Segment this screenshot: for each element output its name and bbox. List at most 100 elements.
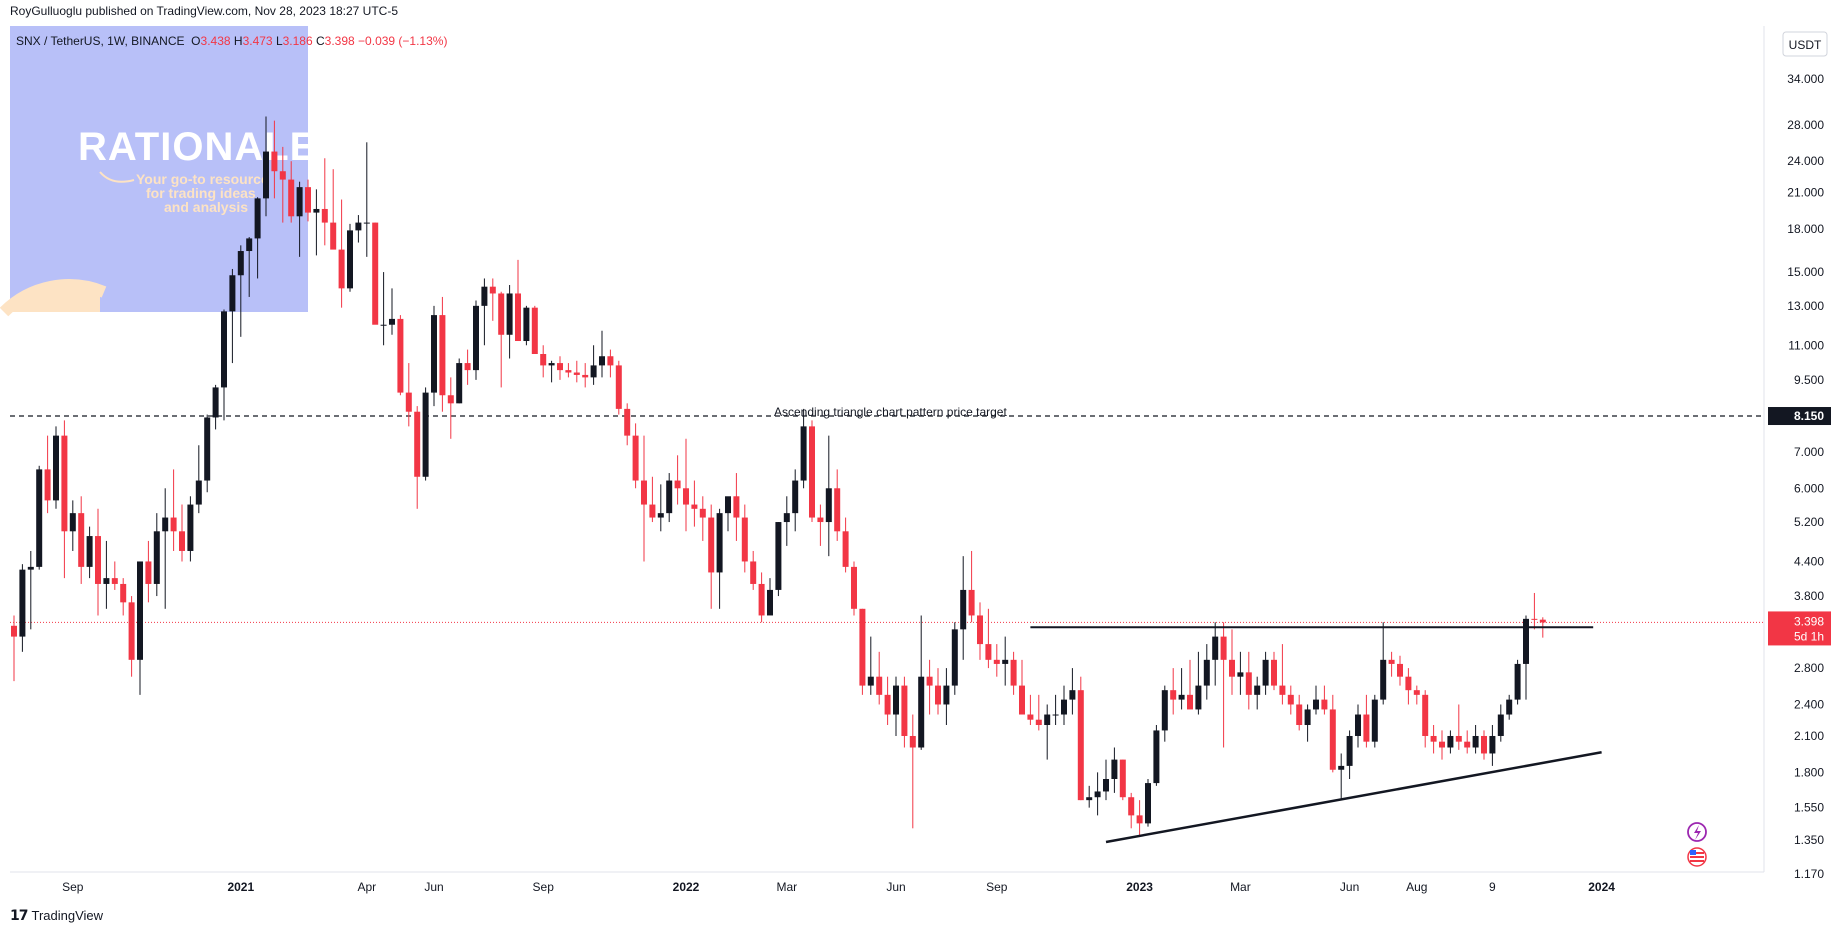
candle (380, 272, 387, 346)
candle-body (271, 151, 278, 172)
candle (909, 714, 916, 829)
candle (1355, 704, 1361, 748)
drawings[interactable] (1030, 626, 1602, 844)
candle (851, 561, 857, 616)
lightning-icon[interactable] (1687, 822, 1707, 842)
candle (44, 435, 51, 514)
candle (1296, 694, 1303, 731)
candle (414, 406, 421, 509)
candle (943, 668, 950, 726)
footer-brand[interactable]: 𝟭𝟳 TradingView (10, 907, 103, 924)
candle-body (918, 676, 925, 748)
candle-body (1103, 779, 1109, 792)
candle-body (1111, 759, 1118, 780)
candle (1069, 668, 1076, 715)
candle (1380, 622, 1387, 705)
candle (1027, 694, 1034, 726)
candle (1388, 651, 1395, 677)
symbol-name[interactable]: SNX / TetherUS, 1W, BINANCE (16, 34, 185, 48)
candle-body (1061, 699, 1067, 715)
candle-body (1019, 685, 1025, 715)
currency-button[interactable]: USDT (1782, 31, 1828, 57)
candle-body (36, 469, 43, 567)
candle-body (1254, 685, 1261, 695)
candle (330, 169, 337, 250)
pattern-annotation[interactable]: Ascending triangle chart pattern price t… (774, 405, 1007, 419)
candle-body (1413, 690, 1420, 695)
candle-body (1506, 699, 1513, 715)
candle-body (632, 435, 639, 481)
candle-body (1010, 659, 1017, 686)
candle (405, 363, 412, 427)
support-trendline (1105, 751, 1602, 844)
us-flag-icon[interactable] (1687, 847, 1707, 867)
candle-body (237, 251, 244, 276)
candle (481, 278, 488, 346)
candle-body (1077, 690, 1084, 801)
candle (1128, 792, 1135, 829)
candle-body (1245, 672, 1252, 695)
candle (355, 215, 362, 243)
candle-body (1279, 685, 1286, 695)
candle-body (901, 685, 908, 736)
candle-body (817, 517, 824, 523)
candle (565, 363, 572, 378)
candle (1044, 704, 1051, 760)
watermark-arrow-icon (99, 171, 135, 183)
tradingview-logo-icon: 𝟭𝟳 (10, 907, 29, 923)
candle-body (876, 676, 883, 695)
symbol-legend[interactable]: SNX / TetherUS, 1W, BINANCE O3.438 H3.47… (16, 34, 447, 48)
candle-body (1237, 672, 1244, 677)
watermark-sun-ring (0, 279, 107, 317)
candle (750, 550, 757, 590)
candle (1405, 668, 1412, 705)
candle (1220, 622, 1227, 748)
candle-body (1338, 765, 1345, 770)
price-axis[interactable]: 34.000 28.000 24.000 21.000 18.000 15.000 13.0… (1768, 72, 1831, 881)
candle (817, 504, 824, 546)
candle-body (1052, 714, 1059, 716)
candle-body (153, 531, 160, 584)
candle (1397, 655, 1403, 686)
candle-body (405, 392, 412, 412)
candle (1229, 629, 1235, 695)
candle-body (347, 230, 353, 289)
candle (212, 384, 219, 430)
candle-body (582, 374, 589, 378)
candle (893, 676, 899, 736)
candle (842, 517, 849, 573)
candle-body (800, 426, 807, 481)
candle-body (296, 187, 303, 217)
candle-body (212, 387, 219, 418)
candle-body (414, 411, 421, 477)
candle (557, 356, 563, 380)
target-price-label: 8.150 (1794, 409, 1824, 423)
candle-body (1229, 659, 1235, 677)
candle (515, 259, 521, 342)
candle-body (439, 315, 446, 396)
candle (725, 496, 731, 532)
candle-body (1497, 714, 1504, 736)
candle (859, 608, 866, 695)
candle (792, 469, 799, 532)
candle-body (590, 365, 597, 378)
candle-body (1195, 685, 1202, 710)
target-price-badge: 8.150 (1768, 407, 1831, 426)
candles (11, 116, 1546, 836)
candle-body (1481, 735, 1487, 754)
candle-body (179, 531, 185, 551)
time-axis[interactable]: Sep 2021 Apr Jun Sep 2022 Mar Jun Sep 2023 Mar Jun A… (62, 880, 1615, 894)
candle (834, 469, 841, 541)
candle-body (775, 522, 782, 590)
candle (1061, 685, 1067, 726)
candle-body (683, 488, 689, 505)
candle (674, 455, 681, 505)
candle (263, 116, 269, 217)
candle-body (69, 513, 76, 532)
watermark: RATIONALE Your go-to resource for tradin… (0, 26, 316, 317)
candle (1145, 779, 1151, 827)
candle (691, 480, 698, 527)
candle (237, 245, 244, 337)
candle (439, 296, 446, 412)
